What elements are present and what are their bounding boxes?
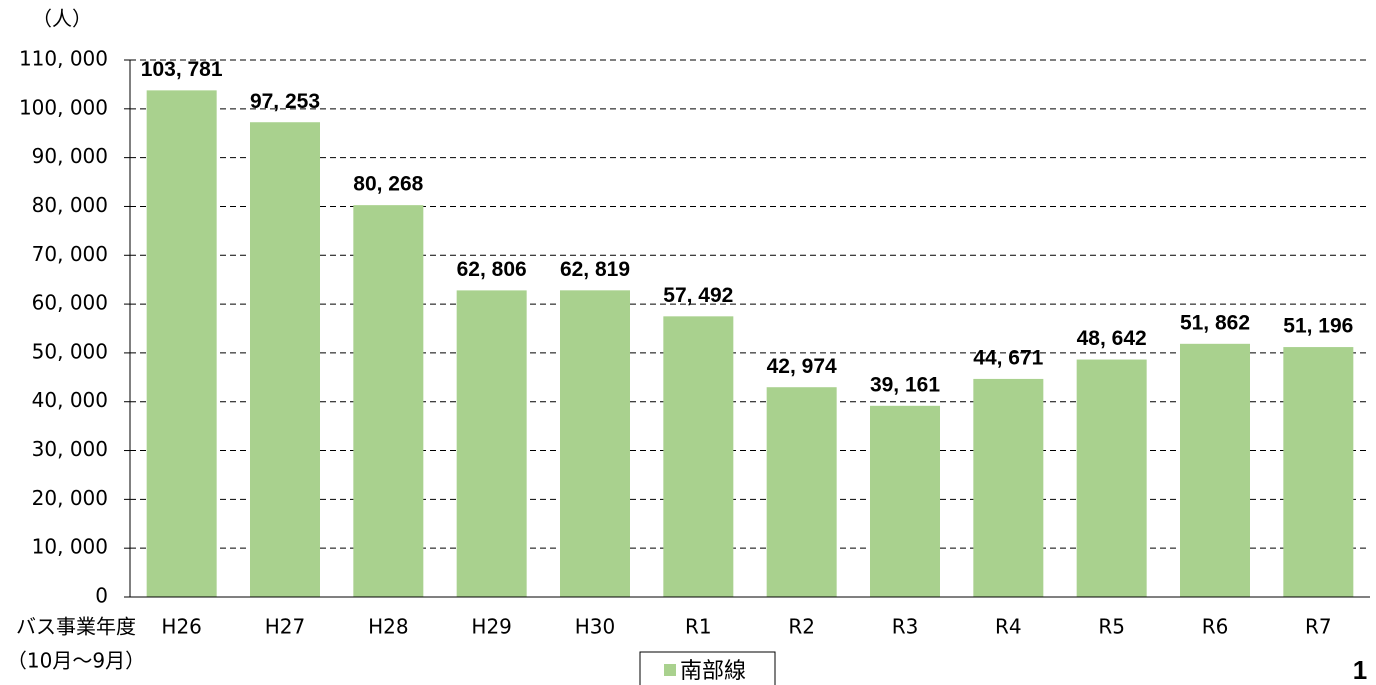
x-tick-label: R2 [788, 615, 815, 639]
x-tick-label: H29 [471, 615, 512, 639]
bar [973, 378, 1044, 597]
data-label: 62, 806 [457, 258, 527, 281]
legend-box [639, 651, 776, 685]
y-tick-label: 90, 000 [32, 144, 108, 168]
data-label: 42, 974 [767, 355, 837, 378]
bar [1283, 347, 1354, 597]
x-tick-label: R1 [685, 615, 712, 639]
data-label: 97, 253 [250, 90, 320, 113]
data-label: 57, 492 [663, 284, 733, 307]
bar [663, 316, 734, 597]
bar [353, 205, 424, 597]
y-unit: （人） [32, 7, 92, 31]
bar [766, 387, 837, 597]
data-label: 48, 642 [1077, 327, 1147, 350]
y-tick-label: 30, 000 [32, 437, 108, 461]
bar [250, 122, 320, 597]
x-axis-label: バス事業年度 [16, 615, 136, 639]
bar [1076, 359, 1147, 597]
bar [1180, 343, 1250, 597]
x-tick-label: R3 [892, 615, 919, 639]
page-number: 1 [1353, 655, 1367, 685]
data-label: 39, 161 [870, 373, 940, 396]
bar [456, 290, 527, 597]
bar [870, 405, 940, 597]
y-tick-label: 80, 000 [32, 193, 108, 217]
x-tick-label: R7 [1305, 615, 1332, 639]
data-label: 62, 819 [560, 258, 630, 281]
y-tick-label: 50, 000 [32, 339, 108, 363]
y-tick-label: 110, 000 [19, 47, 108, 71]
bar [560, 290, 630, 597]
data-label: 51, 862 [1180, 311, 1250, 334]
y-tick-label: 70, 000 [32, 242, 108, 266]
y-tick-label: 10, 000 [32, 535, 108, 559]
data-label: 44, 671 [973, 346, 1043, 369]
legend-swatch [664, 664, 676, 676]
y-tick-label: 40, 000 [32, 388, 108, 412]
x-tick-label: R4 [995, 615, 1022, 639]
data-label: 80, 268 [353, 173, 423, 196]
legend-label: 南部線 [680, 659, 746, 684]
y-tick-label: 0 [95, 584, 108, 608]
bar [146, 90, 217, 598]
y-tick-label: 20, 000 [32, 486, 108, 510]
data-label: 103, 781 [141, 58, 223, 81]
x-axis-label: （10月～9月） [7, 649, 145, 673]
x-tick-label: R6 [1202, 615, 1229, 639]
y-tick-label: 100, 000 [19, 95, 108, 119]
x-tick-label: H28 [368, 615, 409, 639]
x-tick-label: R5 [1098, 615, 1125, 639]
x-tick-label: H27 [265, 615, 306, 639]
x-tick-label: H26 [161, 615, 202, 639]
y-tick-label: 60, 000 [32, 291, 108, 315]
data-label: 51, 196 [1283, 315, 1353, 338]
x-tick-label: H30 [575, 615, 616, 639]
